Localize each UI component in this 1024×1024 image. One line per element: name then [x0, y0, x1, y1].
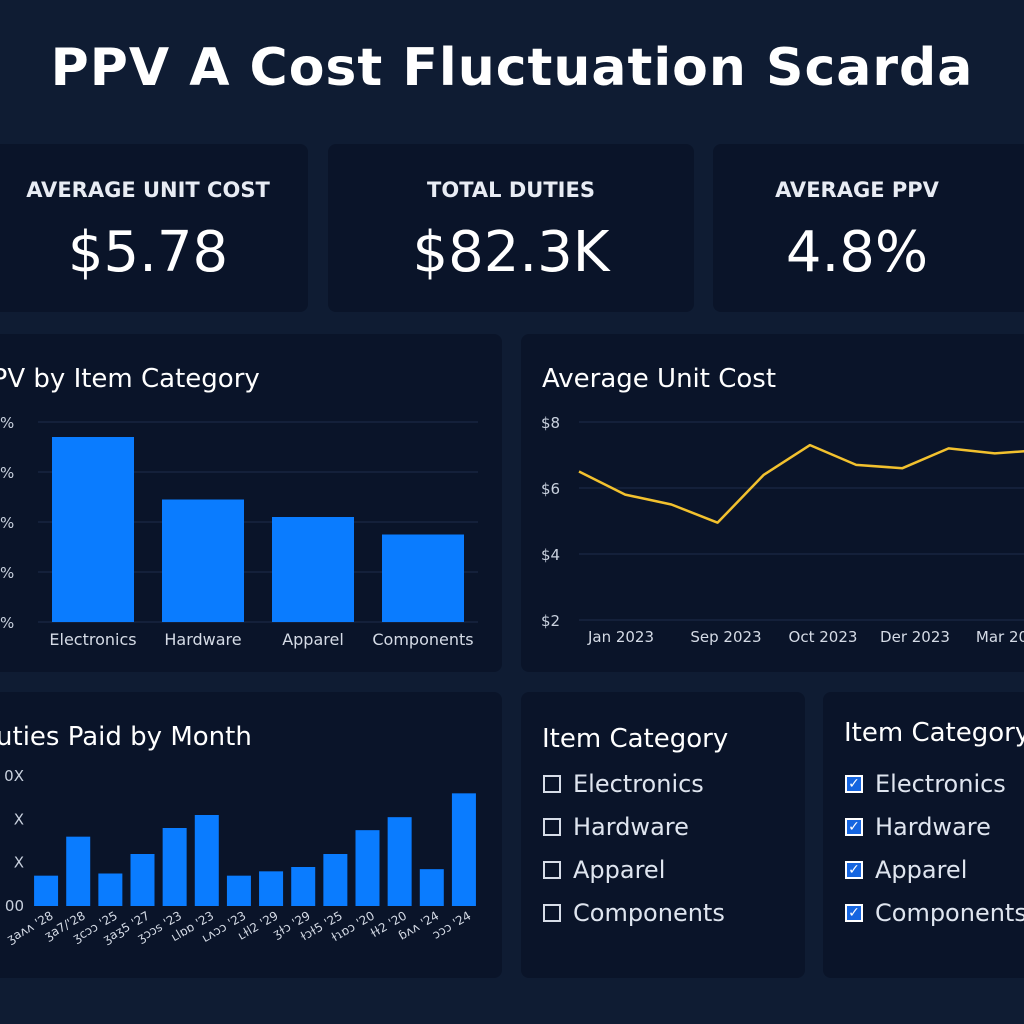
checkbox-checked[interactable]: ✓ — [845, 775, 863, 793]
slicer-item-label: Hardware — [875, 813, 991, 841]
kpi-value: $82.3K — [412, 220, 610, 285]
bar — [226, 875, 251, 906]
ppv-bar-chart: %%%%% Electronics Hardware Apparel Component… — [0, 414, 478, 649]
y-tick-label: X — [14, 810, 24, 828]
ppv-by-category-panel: PPV by Item Category %%%%% Electronics Har… — [0, 334, 502, 672]
bar — [130, 854, 155, 906]
slicer-item-hardware[interactable]: ✓ Hardware — [845, 811, 991, 843]
kpi-value: 4.8% — [785, 220, 929, 285]
slicer-item-apparel[interactable]: ✓ Apparel — [845, 854, 967, 886]
x-tick-label: Apparel — [282, 630, 344, 649]
y-tick-label: $2 — [541, 612, 560, 630]
slicer-item-hardware[interactable]: Hardware — [543, 811, 689, 843]
bar — [382, 534, 464, 622]
duties-by-month-panel: Duties Paid by Month 00 X X 0X ʒaʌʌ '28 ʒa7/'… — [0, 692, 502, 978]
slicer-item-electronics[interactable]: ✓ Electronics — [845, 768, 1006, 800]
checkbox-checked[interactable]: ✓ — [845, 861, 863, 879]
bar — [259, 871, 284, 906]
x-tick-label: Jan 2023 — [587, 628, 654, 646]
unit-cost-panel: Average Unit Cost $2 $4 $6 $8 Jan 2023 Sep 20… — [521, 334, 1024, 672]
bar — [355, 830, 380, 906]
check-icon: ✓ — [848, 776, 860, 792]
y-tick-label: % — [0, 514, 14, 532]
x-tick-label: Sep 2023 — [690, 628, 761, 646]
x-tick-label: Hardware — [164, 630, 241, 649]
slicer-item-components[interactable]: Components — [543, 897, 725, 929]
x-tick-label: Der 2023 — [880, 628, 950, 646]
y-tick-label: % — [0, 614, 14, 632]
check-icon: ✓ — [848, 862, 860, 878]
y-tick-label: $6 — [541, 480, 560, 498]
checkbox-checked[interactable]: ✓ — [845, 904, 863, 922]
slicer-item-label: Components — [875, 899, 1024, 927]
check-icon: ✓ — [848, 905, 860, 921]
checkbox[interactable] — [543, 861, 561, 879]
y-tick-label: % — [0, 464, 14, 482]
kpi-value: $5.78 — [67, 220, 229, 285]
kpi-label: TOTAL DUTIES — [427, 178, 595, 202]
x-tick-label: Electronics — [49, 630, 136, 649]
y-tick-label: $8 — [541, 414, 560, 432]
bar — [98, 873, 123, 906]
series-line — [578, 443, 1024, 524]
bar — [162, 499, 244, 622]
panel-title: Average Unit Cost — [542, 364, 777, 394]
bar — [323, 854, 348, 906]
bar — [162, 828, 187, 906]
slicer-item-electronics[interactable]: Electronics — [543, 768, 704, 800]
checkbox[interactable] — [543, 904, 561, 922]
checkbox[interactable] — [543, 775, 561, 793]
y-tick-label: X — [14, 854, 24, 872]
slicer-item-label: Components — [573, 899, 725, 927]
item-category-slicer-selected: Item Category ✓ Electronics ✓ Hardware ✓ Ap… — [823, 692, 1024, 978]
panel-title: Duties Paid by Month — [0, 722, 252, 752]
bar — [52, 437, 134, 622]
checkbox[interactable] — [543, 818, 561, 836]
slicer-item-label: Electronics — [573, 770, 704, 798]
panel-title: PPV by Item Category — [0, 364, 260, 394]
kpi-label: AVERAGE UNIT COST — [26, 178, 270, 202]
slicer-item-label: Apparel — [875, 856, 968, 884]
bar — [194, 815, 219, 906]
bar — [387, 817, 412, 906]
bar — [34, 875, 59, 906]
unit-cost-line-chart: $2 $4 $6 $8 Jan 2023 Sep 2023 Oct 2023 Der 2023… — [541, 414, 1024, 646]
check-icon: ✓ — [848, 819, 860, 835]
x-tick-label: Oct 2023 — [789, 628, 858, 646]
kpi-label: AVERAGE PPV — [775, 178, 939, 202]
kpi-card-total-duties: TOTAL DUTIES $82.3K — [328, 144, 694, 312]
bar — [451, 793, 476, 906]
x-tick-label: Components — [372, 630, 473, 649]
slicer-item-components[interactable]: ✓ Components — [845, 897, 1024, 929]
page-title: PPV A Cost Fluctuation Scarda — [50, 38, 974, 98]
kpi-card-average-ppv: AVERAGE PPV 4.8% — [713, 144, 1024, 312]
y-tick-label: % — [0, 564, 14, 582]
y-tick-label: 0X — [4, 767, 24, 785]
bar — [419, 869, 444, 906]
y-tick-label: 00 — [5, 897, 24, 915]
bar — [66, 836, 91, 906]
kpi-card-average-unit-cost: AVERAGE UNIT COST $5.78 — [0, 144, 308, 312]
x-tick-label: Mar 20 — [976, 628, 1024, 646]
slicer-item-label: Hardware — [573, 813, 689, 841]
bar — [272, 517, 354, 622]
slicer-title: Item Category — [542, 724, 729, 754]
y-tick-label: $4 — [541, 546, 560, 564]
slicer-item-label: Electronics — [875, 770, 1006, 798]
slicer-item-apparel[interactable]: Apparel — [543, 854, 665, 886]
bar — [291, 867, 316, 906]
y-tick-label: % — [0, 414, 14, 432]
checkbox-checked[interactable]: ✓ — [845, 818, 863, 836]
slicer-title: Item Category — [844, 718, 1024, 748]
slicer-item-label: Apparel — [573, 856, 666, 884]
item-category-slicer: Item Category Electronics Hardware Appar… — [521, 692, 805, 978]
